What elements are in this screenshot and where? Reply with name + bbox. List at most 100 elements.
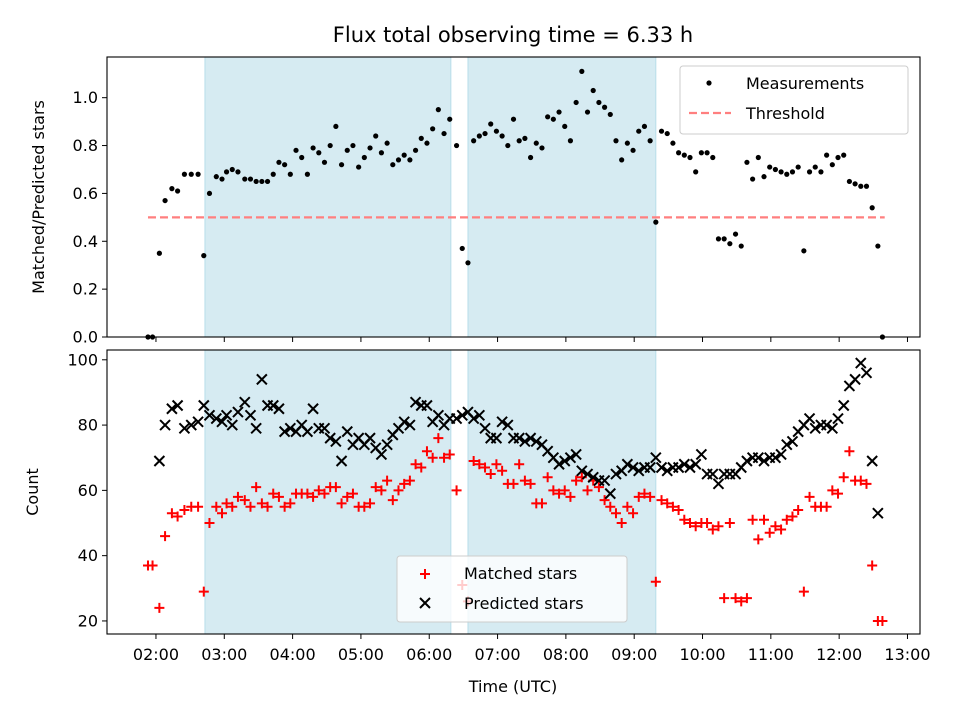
predicted-star-point: [335, 455, 348, 467]
measurement-point: [253, 178, 259, 185]
matched-star-point: [833, 488, 844, 499]
matched-star-point: [764, 527, 775, 538]
measurement-point: [459, 245, 465, 252]
matched-star-point: [679, 514, 690, 525]
top-panel: 0.0 0.2 0.4 0.6 0.8 1.0 Matched/Predicted star…: [29, 56, 921, 347]
predicted-star-point: [178, 422, 191, 435]
matched-star-point: [342, 491, 353, 502]
matched-star-point: [542, 472, 553, 483]
predicted-star-point: [553, 458, 565, 470]
predicted-star-point: [456, 409, 468, 421]
matched-star-point: [319, 488, 330, 499]
predicted-star-point: [244, 409, 257, 421]
matched-star-point: [599, 495, 610, 506]
matched-star-point: [667, 501, 678, 512]
measurement-point: [533, 140, 539, 146]
predicted-star-point: [239, 396, 251, 408]
matched-star-point: [433, 433, 444, 444]
predicted-star-point: [398, 416, 410, 428]
predicted-star-point: [633, 465, 645, 477]
measurement-point: [367, 145, 373, 151]
predicted-star-point: [232, 406, 244, 418]
matched-star-point: [404, 475, 415, 486]
measurement-point: [778, 169, 784, 175]
predicted-star-point: [775, 448, 787, 461]
x-tick-label: 04:00: [270, 645, 316, 664]
matched-star-point: [444, 449, 455, 460]
matched-star-point: [798, 586, 809, 597]
measurement-point: [647, 138, 653, 144]
matched-star-point: [198, 586, 209, 597]
measurement-point: [338, 162, 345, 168]
measurement-point: [755, 154, 761, 161]
predicted-star-point: [421, 399, 433, 412]
matched-star-point: [416, 462, 427, 473]
measurement-point: [412, 147, 419, 153]
measurement-point: [195, 171, 201, 177]
matched-star-point: [759, 514, 770, 525]
measurement-point: [596, 99, 602, 106]
matched-star-point: [211, 501, 222, 512]
measurement-point: [681, 152, 687, 158]
legend-label-measurements: Measurements: [746, 74, 864, 93]
predicted-star-point: [524, 432, 537, 444]
predicted-star-point: [324, 432, 336, 444]
measurement-point: [772, 166, 778, 173]
y-tick-label: 60: [78, 481, 98, 500]
matched-star-point: [571, 475, 582, 486]
measurement-point: [270, 171, 276, 177]
measurement-point: [333, 123, 339, 130]
measurement-point: [693, 169, 699, 175]
predicted-star-point: [284, 422, 297, 435]
measurement-point: [698, 150, 704, 156]
measurement-point: [539, 145, 545, 151]
matched-star-point: [251, 482, 262, 493]
matched-star-point: [179, 504, 190, 515]
measurement-point: [738, 243, 744, 249]
matched-star-point: [347, 488, 358, 499]
predicted-star-point: [598, 474, 611, 487]
matched-star-point: [713, 521, 724, 532]
matched-star-point: [753, 534, 764, 545]
predicted-star-point: [159, 419, 171, 431]
matched-star-point: [154, 602, 165, 613]
predicted-star-point: [432, 409, 445, 421]
x-tick-label: 08:00: [543, 645, 589, 664]
predicted-star-point: [267, 399, 279, 412]
matched-star-point: [616, 518, 627, 529]
measurement-point: [744, 159, 750, 165]
measurement-point: [858, 183, 864, 189]
measurement-point: [235, 169, 241, 175]
measurement-point: [562, 123, 568, 130]
matched-star-point: [793, 504, 804, 515]
measurement-point: [201, 253, 207, 259]
legend-measurement-marker: [706, 80, 712, 86]
predicted-star-point: [866, 455, 878, 467]
x-tick-label: 07:00: [475, 645, 521, 664]
matched-star-point: [548, 485, 559, 496]
predicted-star-point: [803, 412, 816, 425]
predicted-star-point: [644, 461, 656, 474]
predicted-star-point: [559, 455, 571, 467]
measurement-point: [863, 183, 870, 189]
measurement-point: [441, 130, 447, 137]
measurement-point: [590, 87, 596, 94]
predicted-star-point: [364, 432, 376, 444]
matched-star-point: [279, 501, 290, 512]
matched-star-point: [204, 518, 215, 529]
matched-star-point: [302, 488, 313, 499]
matched-star-point: [166, 508, 177, 519]
matched-star-point: [741, 593, 752, 604]
matched-star-point: [480, 462, 491, 473]
matched-star-point: [628, 508, 639, 519]
predicted-star-point: [684, 461, 696, 474]
predicted-star-point: [661, 465, 673, 477]
matched-star-point: [427, 452, 438, 463]
legend-matched-marker: [420, 569, 430, 579]
measurement-point: [206, 190, 213, 197]
measurement-point: [169, 186, 175, 192]
predicted-star-point: [695, 448, 708, 461]
measurement-point: [259, 178, 265, 185]
x-axis-label: Time (UTC): [468, 677, 557, 696]
measurement-point: [316, 150, 322, 156]
